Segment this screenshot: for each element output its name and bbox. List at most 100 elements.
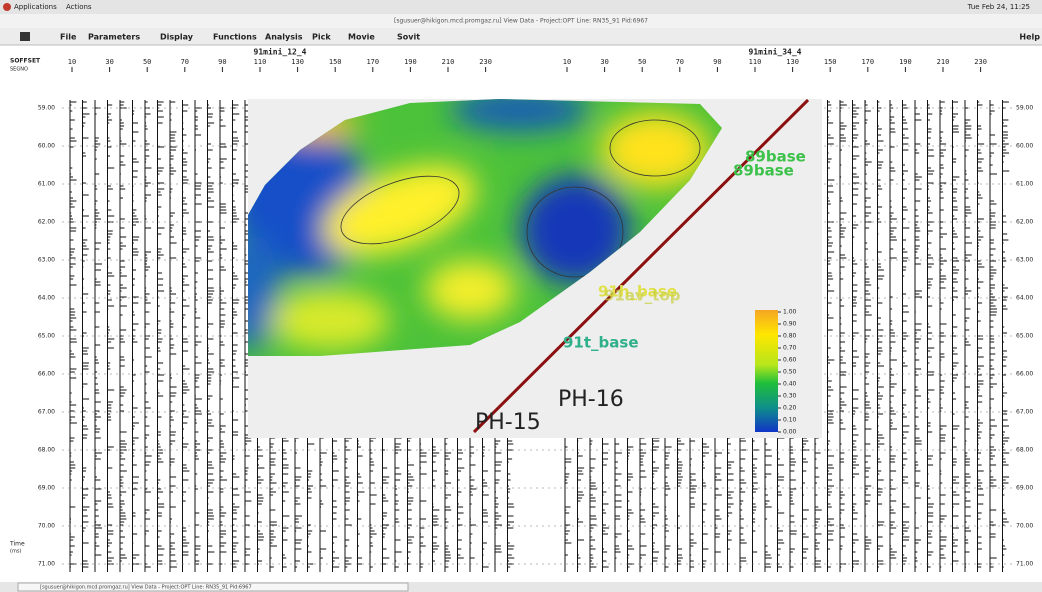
column-label: 90 [713, 58, 721, 66]
column-label: 50 [143, 58, 151, 66]
time-label: 64.00 [1016, 295, 1033, 302]
help-menu[interactable]: Help [1019, 33, 1040, 42]
colorbar-label: 1.00 [783, 309, 797, 316]
menu-item[interactable]: Movie [348, 33, 375, 42]
offset-header: SOFFSET [10, 58, 41, 65]
colorbar-label: 0.50 [783, 369, 797, 376]
time-label: 60.00 [1016, 143, 1033, 150]
time-label: 66.00 [38, 371, 55, 378]
colorbar-label: 0.60 [783, 357, 797, 364]
time-label: 60.00 [38, 143, 55, 150]
panel-title: 91mini_34_4 [749, 47, 802, 57]
colorbar-label: 0.90 [783, 321, 797, 328]
menu-item[interactable]: Pick [312, 33, 331, 42]
map-low [220, 230, 280, 350]
column-label: 230 [974, 58, 987, 66]
column-label: 70 [181, 58, 189, 66]
time-label: 70.00 [1016, 523, 1033, 530]
top-bar [0, 0, 1042, 14]
trace [233, 100, 240, 572]
time-label: 63.00 [38, 257, 55, 264]
menu-item[interactable]: Analysis [265, 33, 303, 42]
time-label: 71.00 [38, 561, 55, 568]
column-label: 190 [404, 58, 417, 66]
column-label: 170 [861, 58, 874, 66]
column-label: 110 [254, 58, 267, 66]
column-label: 110 [749, 58, 762, 66]
segno-header: SEGNO [10, 67, 28, 73]
applications-menu[interactable]: Applications [14, 3, 57, 11]
time-label: 59.00 [1016, 105, 1033, 112]
column-label: 50 [638, 58, 646, 66]
menu-item[interactable]: File [60, 33, 77, 42]
time-label: 65.00 [1016, 333, 1033, 340]
time-label: 65.00 [38, 333, 55, 340]
time-label: 66.00 [1016, 371, 1033, 378]
column-label: 150 [329, 58, 342, 66]
horizon-label: 89base [733, 162, 794, 180]
actions-menu[interactable]: Actions [66, 3, 92, 11]
colorbar-label: 0.40 [783, 381, 797, 388]
file-icon [20, 32, 30, 41]
colorbar [755, 310, 778, 432]
horizon-label: 91av_top [604, 287, 681, 305]
menu-bar [0, 28, 1042, 45]
menu-item[interactable]: Functions [213, 33, 257, 42]
map-high [425, 260, 515, 320]
menu-item[interactable]: Sovit [397, 33, 420, 42]
time-label: 59.00 [38, 105, 55, 112]
time-label: 67.00 [38, 409, 55, 416]
column-label: 70 [676, 58, 684, 66]
column-label: 210 [442, 58, 455, 66]
window-title: [sgusuer@hikigon.mcd.promgaz.ru] View Da… [394, 18, 648, 25]
menu-item[interactable]: Display [160, 33, 194, 42]
column-label: 230 [479, 58, 492, 66]
time-label: 71.00 [1016, 561, 1033, 568]
time-label: 62.00 [38, 219, 55, 226]
page: {"top_bar": {"applications": "Applicatio… [0, 0, 1042, 592]
map-low [450, 88, 590, 132]
column-label: 210 [937, 58, 950, 66]
time-label: 64.00 [38, 295, 55, 302]
time-label: 63.00 [1016, 257, 1033, 264]
colorbar-label: 0.80 [783, 333, 797, 340]
taskbar-label[interactable]: [sgusuer@hikigon.mcd.promgaz.ru] View Da… [40, 585, 252, 591]
time-label: 61.00 [38, 181, 55, 188]
well-label: PH-16 [558, 387, 624, 412]
time-label: 69.00 [1016, 485, 1033, 492]
time-label: 67.00 [1016, 409, 1033, 416]
column-label: 130 [291, 58, 304, 66]
time-label: 69.00 [38, 485, 55, 492]
time-label: 61.00 [1016, 181, 1033, 188]
well-label: PH-15 [475, 410, 541, 435]
screen: 89base89base91h_base91av_top91t_basePH-1… [0, 0, 1042, 592]
time-label: 62.00 [1016, 219, 1033, 226]
body: 89base89base91h_base91av_top91t_basePH-1… [0, 0, 1042, 592]
menu-item[interactable]: Parameters [88, 33, 140, 42]
time-label: 68.00 [38, 447, 55, 454]
map-high [270, 290, 390, 350]
column-label: 130 [786, 58, 799, 66]
colorbar-label: 0.10 [783, 417, 797, 424]
time-label: 70.00 [38, 523, 55, 530]
colorbar-label: 0.70 [783, 345, 797, 352]
map-overlay: 89base89base91h_base91av_top91t_basePH-1… [197, 88, 822, 438]
column-label: 10 [68, 58, 76, 66]
panel-title: 91mini_12_4 [254, 47, 307, 57]
colorbar-label: 0.00 [783, 429, 797, 436]
colorbar-label: 0.30 [783, 393, 797, 400]
column-label: 30 [600, 58, 608, 66]
column-label: 10 [563, 58, 571, 66]
colorbar-label: 0.20 [783, 405, 797, 412]
time-axis-label: Time [9, 541, 25, 548]
column-label: 170 [366, 58, 379, 66]
time-label: 68.00 [1016, 447, 1033, 454]
time-axis-unit: (ms) [10, 549, 21, 555]
column-label: 190 [899, 58, 912, 66]
clock: Tue Feb 24, 11:25 [967, 3, 1030, 11]
horizon-label: 91t_base [563, 334, 639, 352]
column-label: 90 [218, 58, 226, 66]
column-label: 30 [105, 58, 113, 66]
column-label: 150 [824, 58, 837, 66]
app-icon [3, 3, 11, 11]
